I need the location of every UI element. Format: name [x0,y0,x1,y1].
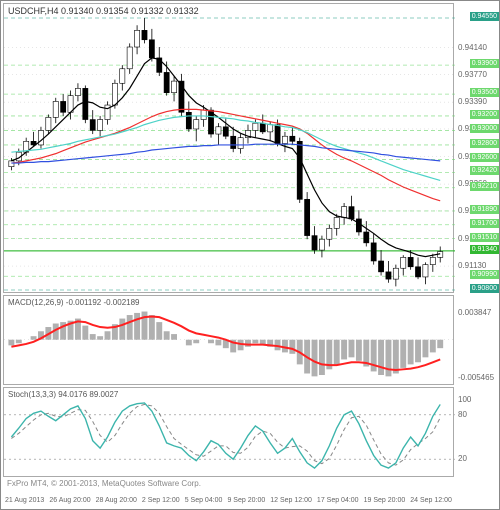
macd-svg [4,296,455,384]
xaxis-tick: 9 Sep 20:00 [227,497,265,507]
stoch-svg [4,388,455,476]
xaxis-tick: 19 Sep 20:00 [364,497,406,507]
stoch-yaxis: 2080100 [456,387,499,477]
macd-label: MACD(12,26,9) -0.001192 -0.002189 [8,298,140,307]
time-xaxis: 21 Aug 2013 26 Aug 20:00 28 Aug 20:00 2 Sep… [3,495,454,509]
stoch-label: Stoch(13,3,3) 94.0176 89.0027 [8,390,118,399]
price-panel[interactable]: USDCHF,H4 0.91340 0.91354 0.91332 0.9133… [3,3,454,293]
xaxis-tick: 12 Sep 12:00 [270,497,312,507]
xaxis-tick: 26 Aug 20:00 [49,497,90,507]
xaxis-tick: 2 Sep 12:00 [142,497,180,507]
macd-yaxis: 0.003847-0.005465 [456,295,499,385]
xaxis-tick: 28 Aug 20:00 [96,497,137,507]
xaxis-tick: 24 Sep 12:00 [410,497,452,507]
xaxis-tick: 5 Sep 04:00 [185,497,223,507]
price-yaxis: 0.911300.915100.918900.922600.926400.930… [456,3,499,293]
stoch-panel[interactable]: Stoch(13,3,3) 94.0176 89.0027 [3,387,454,477]
footer-copyright: FxPro MT4, © 2001-2013, MetaQuotes Softw… [3,477,497,495]
chart-title: USDCHF,H4 0.91340 0.91354 0.91332 0.9133… [8,6,199,16]
price-chart-svg [4,4,455,292]
xaxis-tick: 21 Aug 2013 [5,497,44,507]
xaxis-tick: 17 Sep 04:00 [317,497,359,507]
macd-panel[interactable]: MACD(12,26,9) -0.001192 -0.002189 [3,295,454,385]
chart-container: USDCHF,H4 0.91340 0.91354 0.91332 0.9133… [0,0,500,510]
